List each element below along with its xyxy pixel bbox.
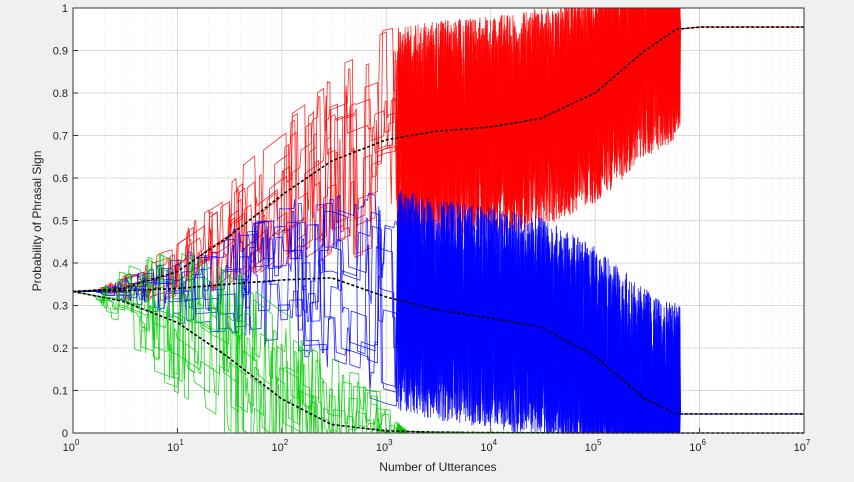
y-tick-label: 0.1 [53, 386, 68, 398]
x-axis-label: Number of Utterances [379, 460, 496, 474]
y-tick-label: 0.6 [53, 173, 68, 185]
x-tick-exponent: 4 [493, 438, 498, 447]
x-tick-exponent: 5 [597, 438, 602, 447]
y-tick-label: 0.9 [53, 46, 68, 58]
mean-line [72, 26, 804, 293]
x-tick-exponent: 7 [806, 438, 811, 447]
mean-line [72, 277, 804, 415]
y-axis-label: Probability of Phrasal Sign [30, 151, 44, 292]
y-tick-label: 0.7 [53, 131, 68, 143]
y-tick-label: 0.2 [53, 343, 68, 355]
y-tick-label: 0.3 [53, 301, 68, 313]
x-tick-exponent: 3 [388, 438, 393, 447]
y-tick-label: 0.4 [53, 258, 68, 270]
y-axis-ticks: 0 0.1 0.2 0.3 0.4 0.5 0.6 0.7 0.8 0.9 1 [53, 3, 78, 440]
y-tick-label: 0.8 [53, 88, 68, 100]
y-tick-label: 0.5 [53, 216, 68, 228]
simulation-run [73, 193, 804, 434]
x-tick-exponent: 6 [701, 438, 706, 447]
y-tick-label: 1 [62, 3, 68, 15]
x-tick-exponent: 0 [75, 438, 80, 447]
y-tick-label: 0 [62, 428, 68, 440]
x-tick-exponent: 1 [179, 438, 184, 447]
x-tick-exponent: 2 [284, 438, 289, 447]
